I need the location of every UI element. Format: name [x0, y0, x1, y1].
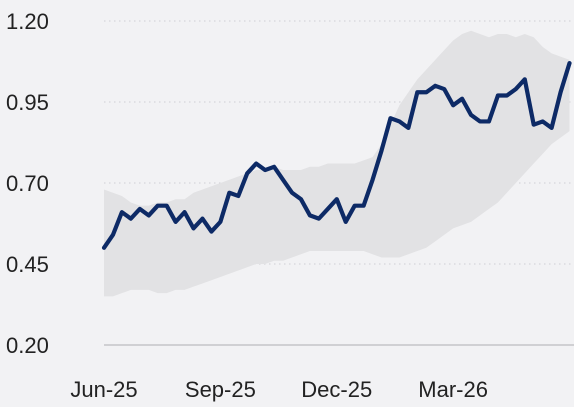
band-area	[104, 30, 570, 297]
y-tick-label: 0.95	[6, 90, 49, 115]
x-tick-label: Dec-25	[301, 377, 372, 402]
y-axis-ticks: 0.20 0.45 0.70 0.95 1.20	[6, 9, 49, 358]
x-tick-label: Jun-25	[70, 377, 137, 402]
x-tick-label: Sep-25	[185, 377, 256, 402]
y-tick-label: 0.70	[6, 171, 49, 196]
series-line-group	[101, 61, 572, 250]
x-axis-ticks: Jun-25 Sep-25 Dec-25 Mar-26	[70, 377, 488, 402]
x-tick-label: Mar-26	[418, 377, 488, 402]
y-tick-label: 0.45	[6, 252, 49, 277]
confidence-band	[104, 30, 570, 297]
series-line	[101, 61, 572, 250]
y-tick-label: 1.20	[6, 9, 49, 34]
y-tick-label: 0.20	[6, 333, 49, 358]
